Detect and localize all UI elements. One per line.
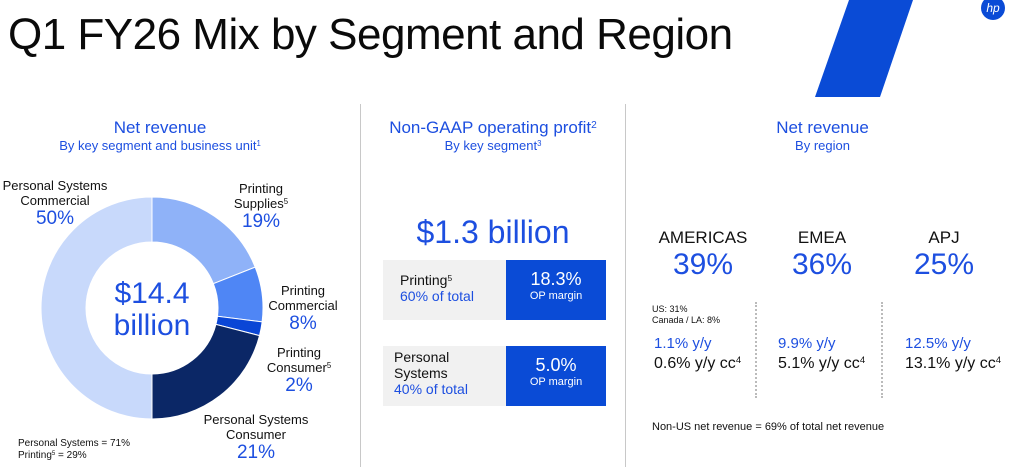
emea-growth: 9.9% y/y 5.1% y/y cc4 [778,335,866,372]
label-ps-consumer: Personal Systems Consumer 21% [203,412,309,463]
right-heading: Net revenue [776,118,869,137]
divider [625,104,626,467]
right-footnote: Non-US net revenue = 69% of total net re… [652,421,885,433]
americas-growth: 1.1% y/y 0.6% y/y cc4 [654,335,742,372]
dotted-divider [755,302,757,398]
left-subheading: By key segment and business unit1 [59,138,261,153]
middle-subheading: By key segment3 [444,138,542,153]
revenue-donut-chart [40,196,264,420]
left-heading: Net revenue [113,118,207,137]
label-printing-consumer: Printing Consumer5 2% [266,345,332,396]
label-ps-commercial: Personal Systems Commercial 50% [2,178,108,229]
brand-stripe-decoration: hp [815,0,1005,97]
left-footnote: Personal Systems = 71% Printing5 = 29% [18,438,130,461]
page-title: Q1 FY26 Mix by Segment and Region [8,10,733,59]
label-printing-supplies: Printing Supplies5 19% [233,181,289,232]
label-printing-commercial: Printing Commercial 8% [268,283,338,334]
middle-heading: Non-GAAP operating profit2 [389,118,597,137]
svg-text:hp: hp [986,1,1000,15]
region-americas: AMERICAS 39% [658,228,748,281]
segment-card-printing: Printing5 60% of total 18.3% OP margin [383,260,606,320]
right-subheading: By region [795,138,850,153]
segment-card-personal-systems: Personal Systems 40% of total 5.0% OP marg… [383,346,606,406]
region-apj: APJ 25% [913,228,975,281]
donut-center-value: $14.4 billion [113,277,191,342]
dotted-divider [881,302,883,398]
americas-detail: US: 31% Canada / LA: 8% [652,304,721,325]
donut-slice-personal-systems-commercial [40,196,153,420]
divider [360,104,361,467]
op-profit-total: $1.3 billion [416,214,570,250]
hp-logo: hp [981,0,1005,20]
region-emea: EMEA 36% [791,228,853,281]
apj-growth: 12.5% y/y 13.1% y/y cc4 [905,335,1002,372]
